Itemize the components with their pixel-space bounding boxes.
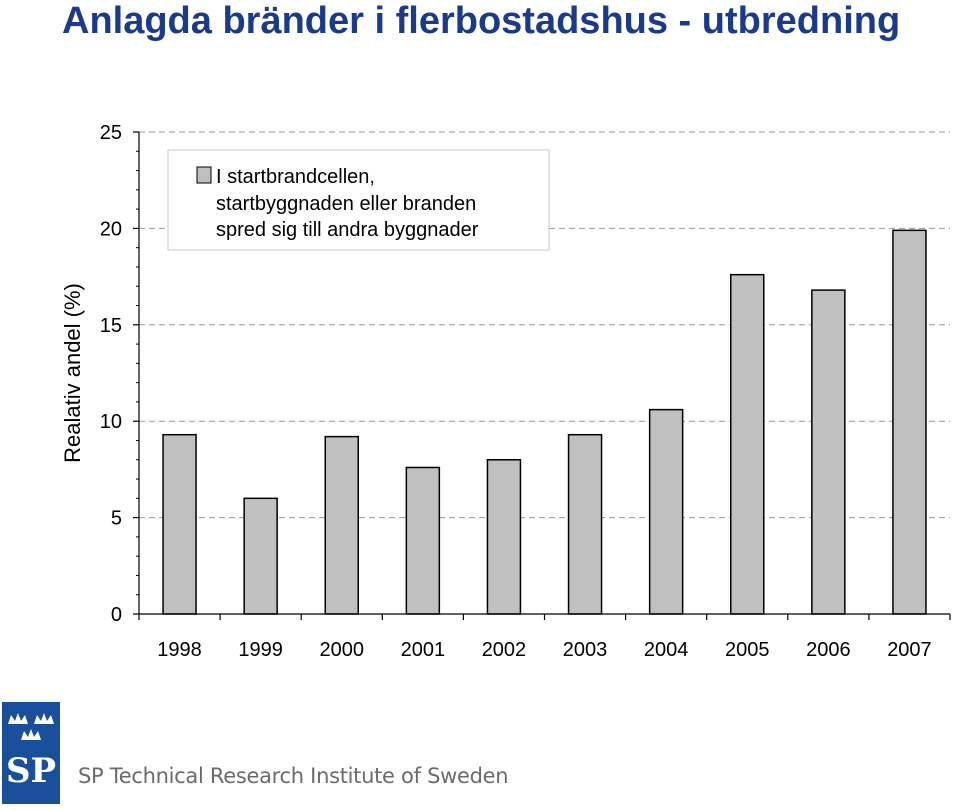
x-tick-label: 2004: [644, 639, 689, 661]
x-tick-label: 2001: [401, 639, 446, 661]
legend-label-line-1: I startbrandcellen,: [216, 166, 375, 188]
bar-2005: [730, 273, 765, 615]
bar-2007: [892, 229, 927, 615]
legend-swatch: [196, 166, 212, 184]
bar-2004: [648, 408, 684, 615]
sp-logo: SP: [2, 702, 60, 804]
logo-text: SP: [6, 751, 56, 791]
y-tick-label: 0: [111, 604, 122, 626]
bar-2000: [324, 435, 359, 615]
y-tick-labels: 0 5 10 15 20 25: [100, 122, 122, 626]
bar-1999: [243, 497, 278, 615]
legend-label-line-2: startbyggnaden eller branden: [216, 193, 476, 215]
x-tick-label: 2007: [887, 639, 932, 661]
bar-1998: [162, 433, 197, 615]
legend: I startbrandcellen, startbyggnaden eller…: [167, 149, 550, 251]
x-tick-label: 2002: [482, 639, 527, 661]
y-tick-label: 5: [111, 508, 122, 530]
x-tick-label: 2003: [563, 639, 608, 661]
y-axis-title: Realativ andel (%): [60, 283, 85, 463]
legend-label-line-3: spred sig till andra byggnader: [216, 219, 479, 241]
x-tick-labels: 1998 1999 2000 2001 2002 2003 2004 2005 2006 2007: [157, 639, 931, 661]
bars: [162, 229, 927, 615]
bar-chart: 0 5 10 15 20 25 1998 1999 2000 2001 2002 2003 2004 2…: [60, 122, 951, 661]
bar-2001: [405, 466, 441, 615]
x-tick-label: 1998: [157, 639, 202, 661]
y-tick-label: 15: [100, 315, 122, 337]
axes: [133, 131, 951, 620]
organization-name: SP Technical Research Institute of Swede…: [78, 764, 509, 788]
bar-2002: [486, 459, 522, 615]
bar-2006: [811, 289, 846, 615]
y-tick-label: 10: [100, 411, 122, 433]
page-title: Anlagda bränder i flerbostadshus - utbre…: [62, 0, 901, 42]
x-tick-label: 1999: [238, 639, 283, 661]
y-tick-label: 20: [100, 218, 122, 240]
legend-box: [167, 149, 550, 251]
crowns-icon: [8, 713, 54, 740]
bar-2003: [567, 433, 603, 615]
x-tick-label: 2006: [806, 639, 851, 661]
x-tick-label: 2000: [320, 639, 365, 661]
y-tick-label: 25: [100, 122, 122, 144]
x-tick-label: 2005: [725, 639, 770, 661]
